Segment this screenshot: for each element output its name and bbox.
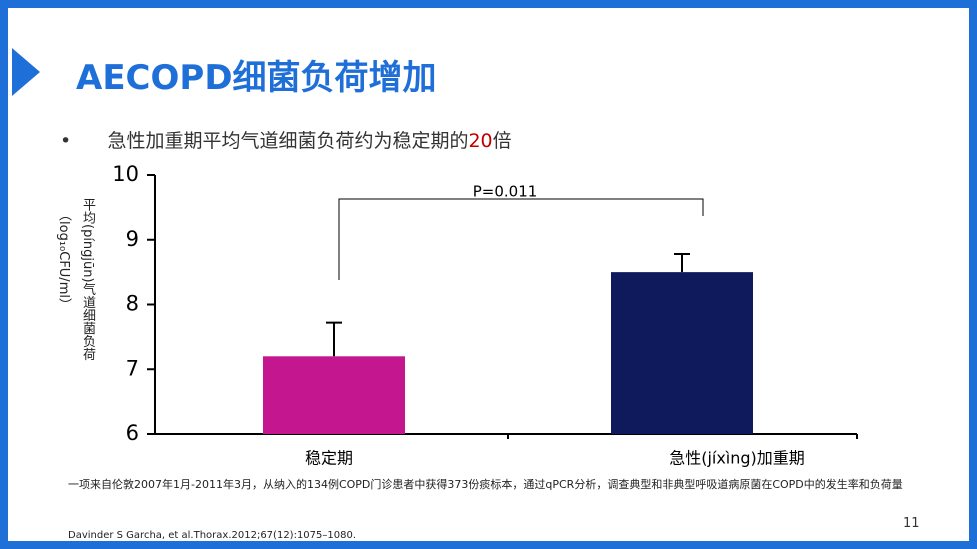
title-marker — [12, 48, 40, 96]
footnote: 一项来自伦敦2007年1月-2011年3月，从纳入的134例COPD门诊患者中获… — [68, 478, 903, 491]
bullet-text: 急性加重期平均气道细菌负荷约为稳定期的 — [107, 130, 469, 152]
x-tick-label: 稳定期 — [305, 449, 353, 468]
bullet-highlight: 20 — [468, 130, 493, 152]
page-number: 11 — [903, 516, 920, 531]
annotation: P=0.011 — [473, 183, 538, 201]
citation: Davinder S Garcha, et al.Thorax.2012;67(… — [68, 530, 357, 541]
y-tick-label: 8 — [126, 292, 139, 316]
y-tick-label: 7 — [126, 356, 139, 380]
y-axis-label: 平均(píngjūn)气道细菌负荷 — [80, 198, 95, 361]
y-axis-unit: （log₁₀CFU/ml） — [56, 208, 71, 311]
bullet-text: 倍 — [492, 130, 512, 152]
y-tick-label: 9 — [126, 227, 139, 251]
y-tick-label: 6 — [126, 421, 139, 445]
y-tick-label: 10 — [112, 162, 139, 186]
slide-title: AECOPD细菌负荷增加 — [76, 58, 437, 98]
bar — [611, 272, 753, 434]
x-tick-label: 急性(jíxìng)加重期 — [669, 449, 805, 468]
bullet: • 急性加重期平均气道细菌负荷约为稳定期的20倍 — [60, 130, 512, 152]
bar — [263, 356, 405, 434]
significance-bracket — [338, 198, 704, 280]
